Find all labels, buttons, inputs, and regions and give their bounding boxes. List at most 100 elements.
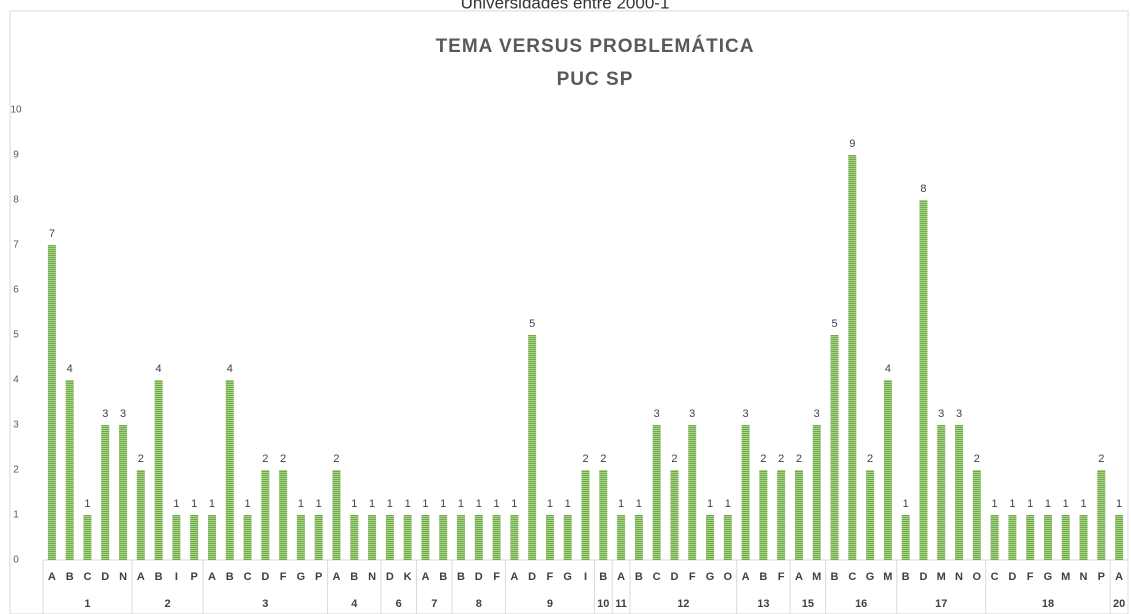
- value-label: 3: [938, 408, 944, 420]
- bar: [617, 515, 626, 560]
- group-label: 15: [802, 598, 814, 610]
- group-label: 4: [351, 598, 358, 610]
- value-label: 2: [671, 453, 677, 465]
- header: Universidades entre 2000-1: [461, 0, 670, 12]
- bar: [225, 380, 234, 560]
- x-tick-label: P: [1098, 571, 1105, 583]
- group-label: 8: [476, 598, 482, 610]
- bar: [1008, 515, 1017, 560]
- value-label: 9: [849, 138, 855, 150]
- value-label: 1: [1009, 498, 1015, 510]
- bar: [794, 470, 803, 560]
- bar: [421, 515, 430, 560]
- group-label: 2: [164, 598, 170, 610]
- x-tick-label: F: [280, 571, 287, 583]
- value-label: 1: [387, 498, 393, 510]
- x-tick-label: N: [1080, 571, 1088, 583]
- value-label: 2: [333, 453, 339, 465]
- x-tick-label: D: [475, 571, 483, 583]
- value-label: 4: [156, 363, 162, 375]
- y-tick-label: 3: [13, 420, 19, 431]
- bar: [190, 515, 199, 560]
- y-tick-label: 1: [13, 510, 19, 521]
- bar: [279, 470, 288, 560]
- group-label: 13: [757, 598, 769, 610]
- x-tick-label: C: [83, 571, 91, 583]
- x-tick-label: M: [1061, 571, 1070, 583]
- bar: [955, 425, 964, 560]
- x-tick-label: A: [333, 571, 341, 583]
- chart-subtitle: PUC SP: [557, 69, 634, 90]
- x-tick-label: B: [439, 571, 447, 583]
- x-tick-label: G: [706, 571, 715, 583]
- chart-title: TEMA VERSUS PROBLEMÁTICA: [436, 35, 755, 57]
- value-label: 1: [494, 498, 500, 510]
- x-tick-label: G: [563, 571, 572, 583]
- bar: [154, 380, 163, 560]
- value-label: 8: [920, 183, 926, 195]
- bar: [1097, 470, 1106, 560]
- x-tick-label: D: [919, 571, 927, 583]
- bar: [65, 380, 74, 560]
- bar: [207, 515, 216, 560]
- x-tick-label: F: [493, 571, 500, 583]
- value-label: 1: [1080, 498, 1086, 510]
- bar: [1115, 515, 1124, 560]
- value-label: 2: [867, 453, 873, 465]
- value-label: 3: [956, 408, 962, 420]
- value-label: 2: [760, 453, 766, 465]
- x-tick-label: G: [866, 571, 875, 583]
- y-tick-label: 6: [13, 285, 19, 296]
- group-label: 9: [547, 598, 553, 610]
- y-tick-label: 7: [13, 240, 19, 251]
- bar: [243, 515, 252, 560]
- x-tick-label: F: [689, 571, 696, 583]
- value-label: 5: [831, 318, 837, 330]
- bar: [439, 515, 448, 560]
- group-label: 3: [262, 598, 268, 610]
- x-tick-label: C: [991, 571, 999, 583]
- bar: [172, 515, 181, 560]
- x-tick-label: N: [368, 571, 376, 583]
- bar: [510, 515, 519, 560]
- bar: [723, 515, 732, 560]
- value-label: 1: [298, 498, 304, 510]
- x-tick-label: G: [297, 571, 306, 583]
- value-label: 3: [654, 408, 660, 420]
- bar: [901, 515, 910, 560]
- value-label: 1: [422, 498, 428, 510]
- x-tick-label: M: [937, 571, 946, 583]
- bar: [741, 425, 750, 560]
- value-label: 1: [209, 498, 215, 510]
- value-label: 3: [102, 408, 108, 420]
- value-label: 2: [262, 453, 268, 465]
- bar: [652, 425, 661, 560]
- bar: [599, 470, 608, 560]
- bar: [937, 425, 946, 560]
- y-tick-label: 8: [13, 195, 19, 206]
- bar: [1043, 515, 1052, 560]
- x-tick-label: B: [457, 571, 465, 583]
- value-label: 1: [707, 498, 713, 510]
- value-label: 1: [725, 498, 731, 510]
- bar: [332, 470, 341, 560]
- x-tick-label: A: [795, 571, 803, 583]
- y-tick-label: 5: [13, 330, 19, 341]
- x-tick-label: P: [191, 571, 198, 583]
- x-tick-label: O: [724, 571, 733, 583]
- bar: [528, 335, 537, 560]
- group-label: 10: [597, 598, 609, 610]
- y-tick-label: 10: [10, 105, 22, 116]
- x-tick-label: D: [101, 571, 109, 583]
- value-label: 1: [511, 498, 517, 510]
- x-tick-label: G: [1044, 571, 1053, 583]
- x-tick-label: F: [547, 571, 554, 583]
- x-tick-label: P: [315, 571, 322, 583]
- bar: [119, 425, 128, 560]
- bar: [866, 470, 875, 560]
- bar: [919, 200, 928, 560]
- bar: [777, 470, 786, 560]
- x-tick-label: B: [831, 571, 839, 583]
- value-label: 1: [173, 498, 179, 510]
